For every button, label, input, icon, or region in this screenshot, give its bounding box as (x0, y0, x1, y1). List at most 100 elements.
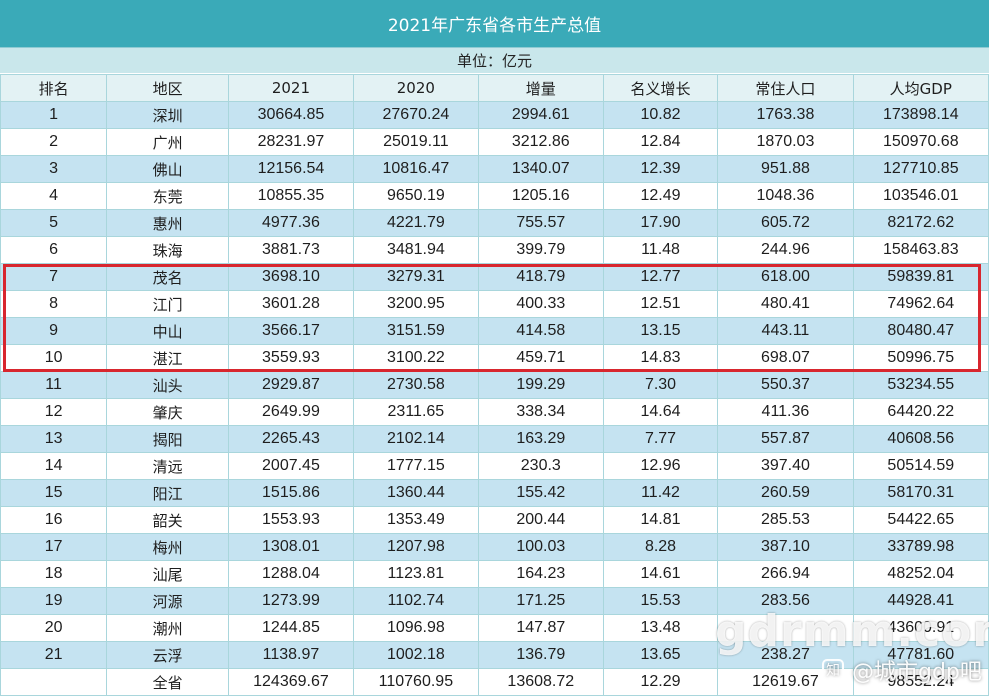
watermark: gdrmm.com (715, 606, 989, 657)
cell-population: 1763.38 (717, 101, 854, 129)
cell-per-capita: 47781.60 (852, 641, 989, 669)
cell-increase: 1205.16 (477, 182, 604, 210)
cell-rank: 15 (0, 479, 108, 507)
cell-rank: 12 (0, 398, 108, 426)
cell-population: 12619.67 (717, 668, 854, 696)
table-row: 15 阳江 1515.86 1360.44 155.42 11.42 260.59 58170… (0, 479, 989, 507)
cell-increase: 2994.61 (477, 101, 604, 129)
cell-increase: 459.71 (477, 344, 604, 372)
table-row: 12 肇庆 2649.99 2311.65 338.34 14.64 411.36 64420… (0, 398, 989, 426)
cell-per-capita: 54422.65 (852, 506, 989, 534)
cell-growth: 12.96 (602, 452, 719, 480)
cell-increase: 147.87 (477, 614, 604, 642)
cell-region: 清远 (106, 452, 229, 480)
cell-region: 湛江 (106, 344, 229, 372)
cell-rank: 7 (0, 263, 108, 291)
cell-gdp-2021: 1273.99 (227, 587, 354, 615)
cell-gdp-2020: 3151.59 (352, 317, 479, 345)
cell-per-capita: 58170.31 (852, 479, 989, 507)
cell-growth: 12.84 (602, 128, 719, 156)
table-row: 11 汕头 2929.87 2730.58 199.29 7.30 550.37 53234.… (0, 371, 989, 399)
cell-growth: 12.51 (602, 290, 719, 318)
cell-region: 阳江 (106, 479, 229, 507)
table-row: 全省 124369.67 110760.95 13608.72 12.29 12619.6… (0, 668, 989, 696)
cell-gdp-2020: 110760.95 (352, 668, 479, 696)
cell-increase: 755.57 (477, 209, 604, 237)
cell-increase: 163.29 (477, 425, 604, 453)
cell-increase: 199.29 (477, 371, 604, 399)
cell-gdp-2021: 12156.54 (227, 155, 354, 183)
cell-per-capita: 40608.56 (852, 425, 989, 453)
cell-gdp-2020: 1102.74 (352, 587, 479, 615)
cell-increase: 171.25 (477, 587, 604, 615)
cell-gdp-2020: 1777.15 (352, 452, 479, 480)
cell-region: 中山 (106, 317, 229, 345)
cell-growth: 15.53 (602, 587, 719, 615)
cell-region: 东莞 (106, 182, 229, 210)
cell-per-capita: 50514.59 (852, 452, 989, 480)
cell-region: 惠州 (106, 209, 229, 237)
cell-population: 618.00 (717, 263, 854, 291)
cell-population: 951.88 (717, 155, 854, 183)
cell-population: 698.07 (717, 344, 854, 372)
cell-gdp-2020: 4221.79 (352, 209, 479, 237)
cell-growth: 12.77 (602, 263, 719, 291)
cell-region: 深圳 (106, 101, 229, 129)
cell-population: 411.36 (717, 398, 854, 426)
cell-gdp-2021: 3566.17 (227, 317, 354, 345)
cell-gdp-2021: 1138.97 (227, 641, 354, 669)
cell-population: 605.72 (717, 209, 854, 237)
cell-gdp-2021: 1515.86 (227, 479, 354, 507)
cell-rank: 20 (0, 614, 108, 642)
cell-rank: 10 (0, 344, 108, 372)
table-row: 14 清远 2007.45 1777.15 230.3 12.96 397.40 50514.… (0, 452, 989, 480)
cell-rank: 8 (0, 290, 108, 318)
cell-gdp-2021: 30664.85 (227, 101, 354, 129)
cell-population: 266.94 (717, 560, 854, 588)
cell-growth: 13.15 (602, 317, 719, 345)
cell-region: 河源 (106, 587, 229, 615)
cell-region: 珠海 (106, 236, 229, 264)
cell-population: 443.11 (717, 317, 854, 345)
cell-gdp-2021: 28231.97 (227, 128, 354, 156)
cell-growth: 10.82 (602, 101, 719, 129)
unit-label: 单位：亿元 (0, 48, 989, 73)
cell-growth: 12.29 (602, 668, 719, 696)
table-row: 19 河源 1273.99 1102.74 171.25 15.53 283.56 44928… (0, 587, 989, 615)
cell-growth: 14.81 (602, 506, 719, 534)
cell-population: 550.37 (717, 371, 854, 399)
cell-gdp-2020: 1002.18 (352, 641, 479, 669)
header-region: 地区 (106, 74, 229, 102)
cell-increase: 399.79 (477, 236, 604, 264)
cell-increase: 400.33 (477, 290, 604, 318)
cell-increase: 1340.07 (477, 155, 604, 183)
cell-region: 全省 (106, 668, 229, 696)
cell-per-capita: 74962.64 (852, 290, 989, 318)
header-row: 排名 地区 2021 2020 增量 名义增长 常住人口 人均GDP (0, 74, 989, 102)
cell-per-capita: 59839.81 (852, 263, 989, 291)
header-increase: 增量 (477, 74, 604, 102)
cell-per-capita: 50996.75 (852, 344, 989, 372)
header-2020: 2020 (352, 74, 479, 102)
cell-population (717, 614, 854, 642)
cell-per-capita: 43600.91 (852, 614, 989, 642)
header-growth: 名义增长 (602, 74, 719, 102)
cell-growth: 7.77 (602, 425, 719, 453)
cell-population: 1870.03 (717, 128, 854, 156)
cell-gdp-2020: 10816.47 (352, 155, 479, 183)
cell-rank: 18 (0, 560, 108, 588)
header-population: 常住人口 (717, 74, 854, 102)
cell-rank: 13 (0, 425, 108, 453)
cell-increase: 200.44 (477, 506, 604, 534)
zhihu-author: @城市gdp吧 (852, 660, 982, 685)
cell-rank: 3 (0, 155, 108, 183)
cell-growth: 11.42 (602, 479, 719, 507)
table-row: 13 揭阳 2265.43 2102.14 163.29 7.77 557.87 40608.… (0, 425, 989, 453)
cell-region: 肇庆 (106, 398, 229, 426)
header-2021: 2021 (227, 74, 354, 102)
cell-population: 387.10 (717, 533, 854, 561)
cell-region: 汕头 (106, 371, 229, 399)
cell-gdp-2021: 1288.04 (227, 560, 354, 588)
cell-region: 揭阳 (106, 425, 229, 453)
table-row: 10 湛江 3559.93 3100.22 459.71 14.83 698.07 50996… (0, 344, 989, 372)
